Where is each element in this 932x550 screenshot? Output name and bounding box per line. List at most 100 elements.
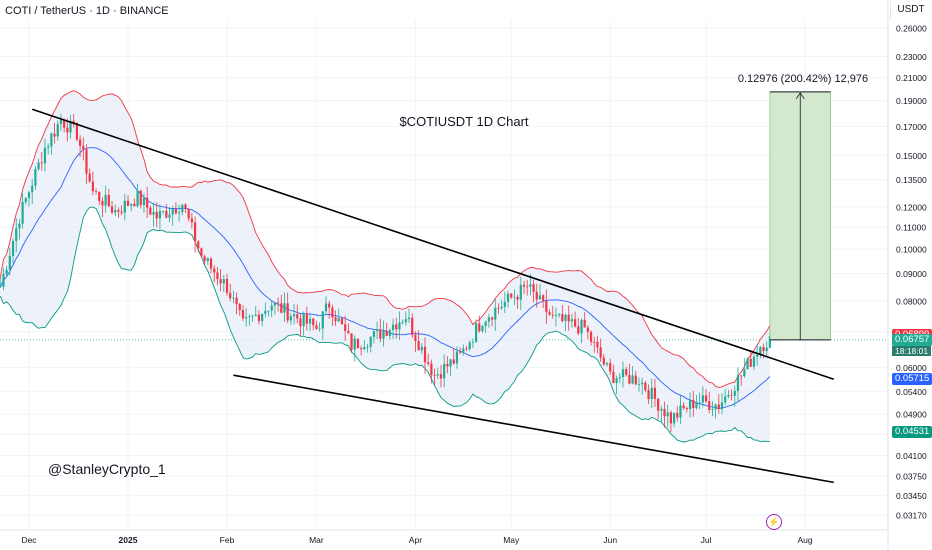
candle-body bbox=[736, 375, 740, 391]
candle-body bbox=[334, 317, 337, 322]
price-tick-label: 0.26000 bbox=[896, 24, 927, 34]
candle-body bbox=[436, 374, 439, 376]
candle-body bbox=[688, 399, 692, 410]
time-tick-label: Apr bbox=[409, 535, 422, 545]
candle-body bbox=[647, 390, 650, 400]
candle-body bbox=[519, 284, 522, 300]
time-tick-label: 2025 bbox=[119, 535, 138, 545]
candle-body bbox=[130, 203, 133, 206]
candle-body bbox=[75, 123, 79, 140]
candle-body bbox=[593, 341, 596, 343]
candle-body bbox=[340, 318, 344, 325]
candle-body bbox=[356, 338, 360, 349]
candle-body bbox=[98, 191, 101, 201]
candle-body bbox=[114, 210, 117, 213]
price-axis[interactable] bbox=[888, 0, 932, 550]
candle-body bbox=[276, 302, 280, 304]
candle-body bbox=[510, 293, 513, 298]
candle-body bbox=[344, 324, 347, 331]
candle-body bbox=[88, 173, 91, 182]
candle-body bbox=[286, 303, 289, 321]
candle-body bbox=[462, 348, 465, 353]
candle-body bbox=[139, 190, 142, 205]
candle-body bbox=[187, 209, 190, 219]
candle-body bbox=[727, 394, 730, 397]
candle-body bbox=[618, 377, 621, 379]
candle-body bbox=[628, 374, 631, 384]
lightning-icon[interactable]: ⚡ bbox=[766, 514, 782, 530]
candle-body bbox=[398, 322, 401, 330]
time-tick-label: Dec bbox=[21, 535, 37, 545]
candle-body bbox=[72, 120, 75, 124]
candle-body bbox=[229, 292, 232, 299]
candle-body bbox=[289, 316, 292, 321]
price-label-box: 0.06757 bbox=[892, 333, 932, 346]
candle-body bbox=[142, 197, 146, 205]
price-tick-label: 0.17000 bbox=[896, 122, 927, 132]
candle-body bbox=[752, 356, 756, 367]
candle-body bbox=[420, 346, 423, 351]
candle-body bbox=[155, 211, 158, 219]
upper-band-line bbox=[0, 90, 771, 388]
candle-body bbox=[94, 191, 98, 192]
candle-body bbox=[621, 369, 625, 378]
candle-body bbox=[347, 330, 350, 334]
candle-body bbox=[184, 204, 187, 210]
candle-body bbox=[120, 211, 123, 213]
candle-body bbox=[545, 300, 548, 313]
candle-body bbox=[526, 286, 529, 288]
candle-body bbox=[312, 318, 315, 326]
candle-body bbox=[714, 404, 717, 410]
candle-body bbox=[500, 306, 503, 309]
candle-body bbox=[146, 197, 149, 208]
candle-body bbox=[471, 341, 475, 343]
time-tick-label: Aug bbox=[797, 535, 812, 545]
candle-body bbox=[292, 314, 296, 317]
time-tick-label: Jul bbox=[701, 535, 712, 545]
candle-body bbox=[506, 293, 510, 302]
time-tick-label: Mar bbox=[309, 535, 324, 545]
price-tick-label: 0.12000 bbox=[896, 202, 927, 212]
price-tick-label: 0.04900 bbox=[896, 410, 927, 420]
candle-body bbox=[305, 313, 308, 324]
candle-body bbox=[308, 318, 312, 324]
candle-body bbox=[53, 133, 56, 137]
candle-body bbox=[59, 119, 63, 125]
candle-body bbox=[535, 291, 538, 300]
candle-body bbox=[353, 338, 356, 350]
candle-body bbox=[625, 369, 628, 375]
candle-body bbox=[181, 204, 184, 213]
candle-body bbox=[765, 347, 768, 352]
candle-body bbox=[47, 146, 50, 148]
candle-body bbox=[197, 241, 200, 249]
candle-body bbox=[241, 310, 245, 319]
candle-body bbox=[235, 297, 238, 305]
symbol-title[interactable]: COTI / TetherUS · 1D · BINANCE bbox=[5, 5, 169, 17]
candle-body bbox=[315, 325, 318, 329]
price-tick-label: 0.23000 bbox=[896, 52, 927, 62]
candle-body bbox=[529, 284, 532, 287]
candle-body bbox=[653, 387, 657, 399]
candle-body bbox=[657, 398, 660, 411]
candle-body bbox=[692, 399, 695, 409]
channel-lower-trendline[interactable] bbox=[233, 374, 834, 484]
candle-body bbox=[245, 317, 248, 319]
candle-body bbox=[321, 311, 324, 329]
currency-label[interactable]: USDT bbox=[890, 1, 931, 19]
price-tick-label: 0.11000 bbox=[896, 223, 926, 233]
channel-upper-trendline[interactable] bbox=[31, 108, 835, 380]
candle-body bbox=[433, 375, 436, 376]
candle-body bbox=[158, 210, 162, 219]
candle-body bbox=[567, 314, 570, 322]
candle-body bbox=[704, 395, 708, 402]
candle-body bbox=[522, 284, 526, 287]
chart-title-annotation: $COTIUSDT 1D Chart bbox=[399, 114, 528, 129]
candle-body bbox=[730, 394, 733, 396]
candle-body bbox=[583, 319, 586, 328]
candle-body bbox=[149, 207, 152, 215]
candle-body bbox=[532, 284, 535, 292]
candle-body bbox=[251, 315, 254, 317]
candle-body bbox=[366, 346, 369, 348]
candle-body bbox=[717, 404, 720, 410]
